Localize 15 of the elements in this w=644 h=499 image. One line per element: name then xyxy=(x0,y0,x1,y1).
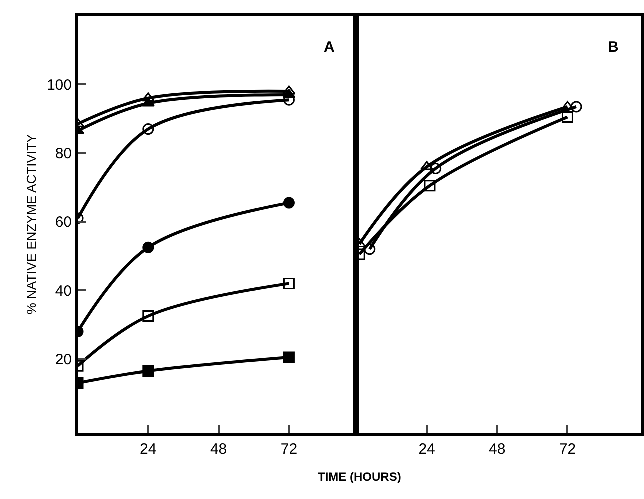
x-tick-label: 24 xyxy=(418,441,436,458)
x-axis-title: TIME (HOURS) xyxy=(318,470,402,484)
x-tick-label: 24 xyxy=(140,441,157,458)
annotation: A xyxy=(324,39,335,56)
y-tick-label: 80 xyxy=(55,146,72,163)
x-tick-label: 72 xyxy=(280,441,298,458)
y-tick-label: 60 xyxy=(55,214,72,232)
x-tick-label: 48 xyxy=(489,441,506,458)
x-tick-label: 48 xyxy=(210,441,228,458)
y-axis-title: % NATIVE ENZYME ACTIVITY xyxy=(24,134,39,315)
y-tick-label: 40 xyxy=(55,282,72,300)
annotation: B xyxy=(608,39,619,56)
y-tick-label: 100 xyxy=(46,76,72,94)
y-tick-label: 20 xyxy=(55,351,72,368)
x-tick-label: 72 xyxy=(559,441,576,458)
